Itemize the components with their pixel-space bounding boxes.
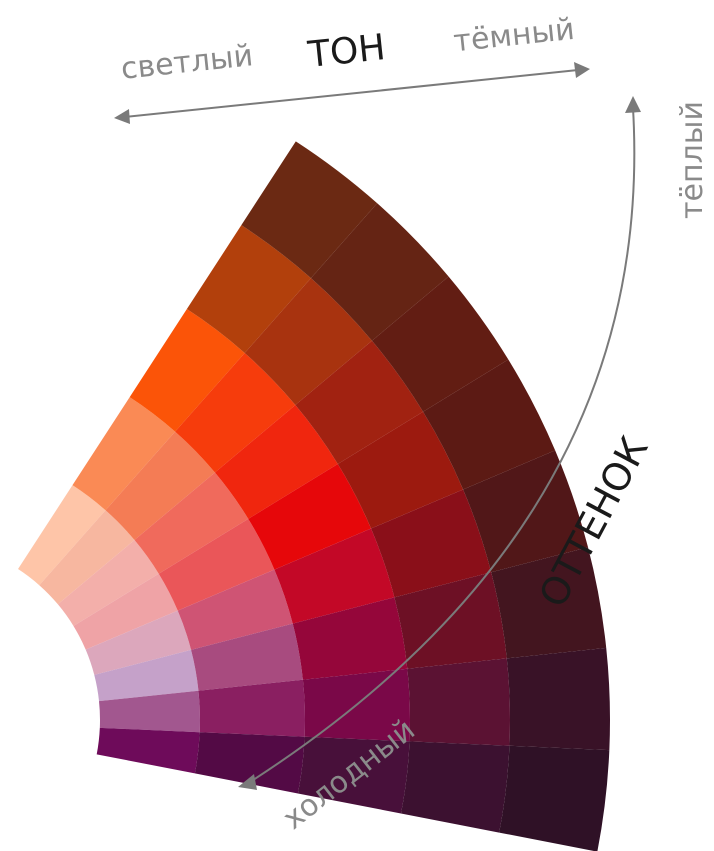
wheel-cell-row3-ring4 bbox=[295, 340, 424, 464]
label-dark: тёмный bbox=[452, 12, 576, 59]
wheel-cell-row5-ring5 bbox=[463, 450, 589, 573]
wheel-cell-row8-ring5 bbox=[499, 745, 610, 851]
wheel-cell-row6-ring2 bbox=[191, 623, 303, 691]
wheel-cell-row4-ring2 bbox=[158, 518, 275, 611]
hue-arrow-top-head bbox=[625, 96, 641, 113]
wheel-cell-row3-ring5 bbox=[371, 276, 509, 412]
tone-arrow-left-head bbox=[114, 109, 130, 124]
hue-arrow bbox=[238, 96, 641, 790]
wheel-cell-row5-ring2 bbox=[177, 569, 293, 650]
wheel-cell-row1-ring2 bbox=[72, 397, 176, 511]
wheel-cell-row8-ring1 bbox=[96, 727, 200, 774]
wheel-cell-row2-ring5 bbox=[310, 203, 449, 341]
wheel-cell-row4-ring4 bbox=[337, 411, 464, 529]
wheel-cell-row4-ring1 bbox=[73, 573, 178, 650]
label-tone-title: ТОН bbox=[305, 27, 387, 76]
wheel-cell-row5-ring1 bbox=[85, 610, 192, 675]
wheel-cell-row3-ring2 bbox=[134, 472, 249, 574]
wheel-cell-row7-ring4 bbox=[407, 658, 510, 746]
wheel-cell-row7-ring5 bbox=[506, 647, 610, 751]
wheel-cell-row1-ring5 bbox=[241, 141, 378, 279]
hue-tone-wheel bbox=[18, 141, 610, 851]
wheel-cell-row6-ring5 bbox=[491, 547, 607, 659]
wheel-cell-row3-ring1 bbox=[57, 540, 159, 626]
wheel-cell-row4-ring5 bbox=[423, 359, 556, 490]
wheel-cell-row8-ring2 bbox=[194, 732, 305, 794]
wheel-cell-row6-ring3 bbox=[292, 597, 408, 680]
hue-arrow-bottom-head bbox=[238, 774, 257, 790]
wheel-cell-row2-ring3 bbox=[175, 353, 296, 473]
tone-arrow bbox=[114, 62, 590, 124]
label-warm: тёплый bbox=[675, 101, 710, 219]
wheel-cell-row2-ring4 bbox=[244, 278, 372, 406]
wheel-cell-row7-ring1 bbox=[99, 690, 200, 733]
label-light: светлый bbox=[119, 38, 254, 87]
wheel-cell-row1-ring3 bbox=[129, 309, 245, 432]
wheel-cell-row8-ring4 bbox=[400, 741, 510, 833]
wheel-cell-row6-ring1 bbox=[94, 649, 199, 702]
wheel-cell-row8-ring3 bbox=[297, 736, 410, 814]
wheel-cell-row1-ring1 bbox=[18, 485, 106, 586]
wheel-cell-row4-ring3 bbox=[248, 463, 372, 570]
wheel-cell-row7-ring2 bbox=[198, 679, 305, 737]
wheel-cell-row5-ring4 bbox=[371, 489, 492, 598]
wheel-cell-row1-ring4 bbox=[186, 225, 311, 354]
wheel-cell-row2-ring1 bbox=[39, 510, 135, 605]
wheel-cell-row3-ring3 bbox=[214, 405, 338, 519]
wheel-cell-row5-ring3 bbox=[274, 528, 395, 624]
tone-arrow-right-head bbox=[574, 62, 590, 78]
wheel-cell-row2-ring2 bbox=[105, 431, 215, 541]
